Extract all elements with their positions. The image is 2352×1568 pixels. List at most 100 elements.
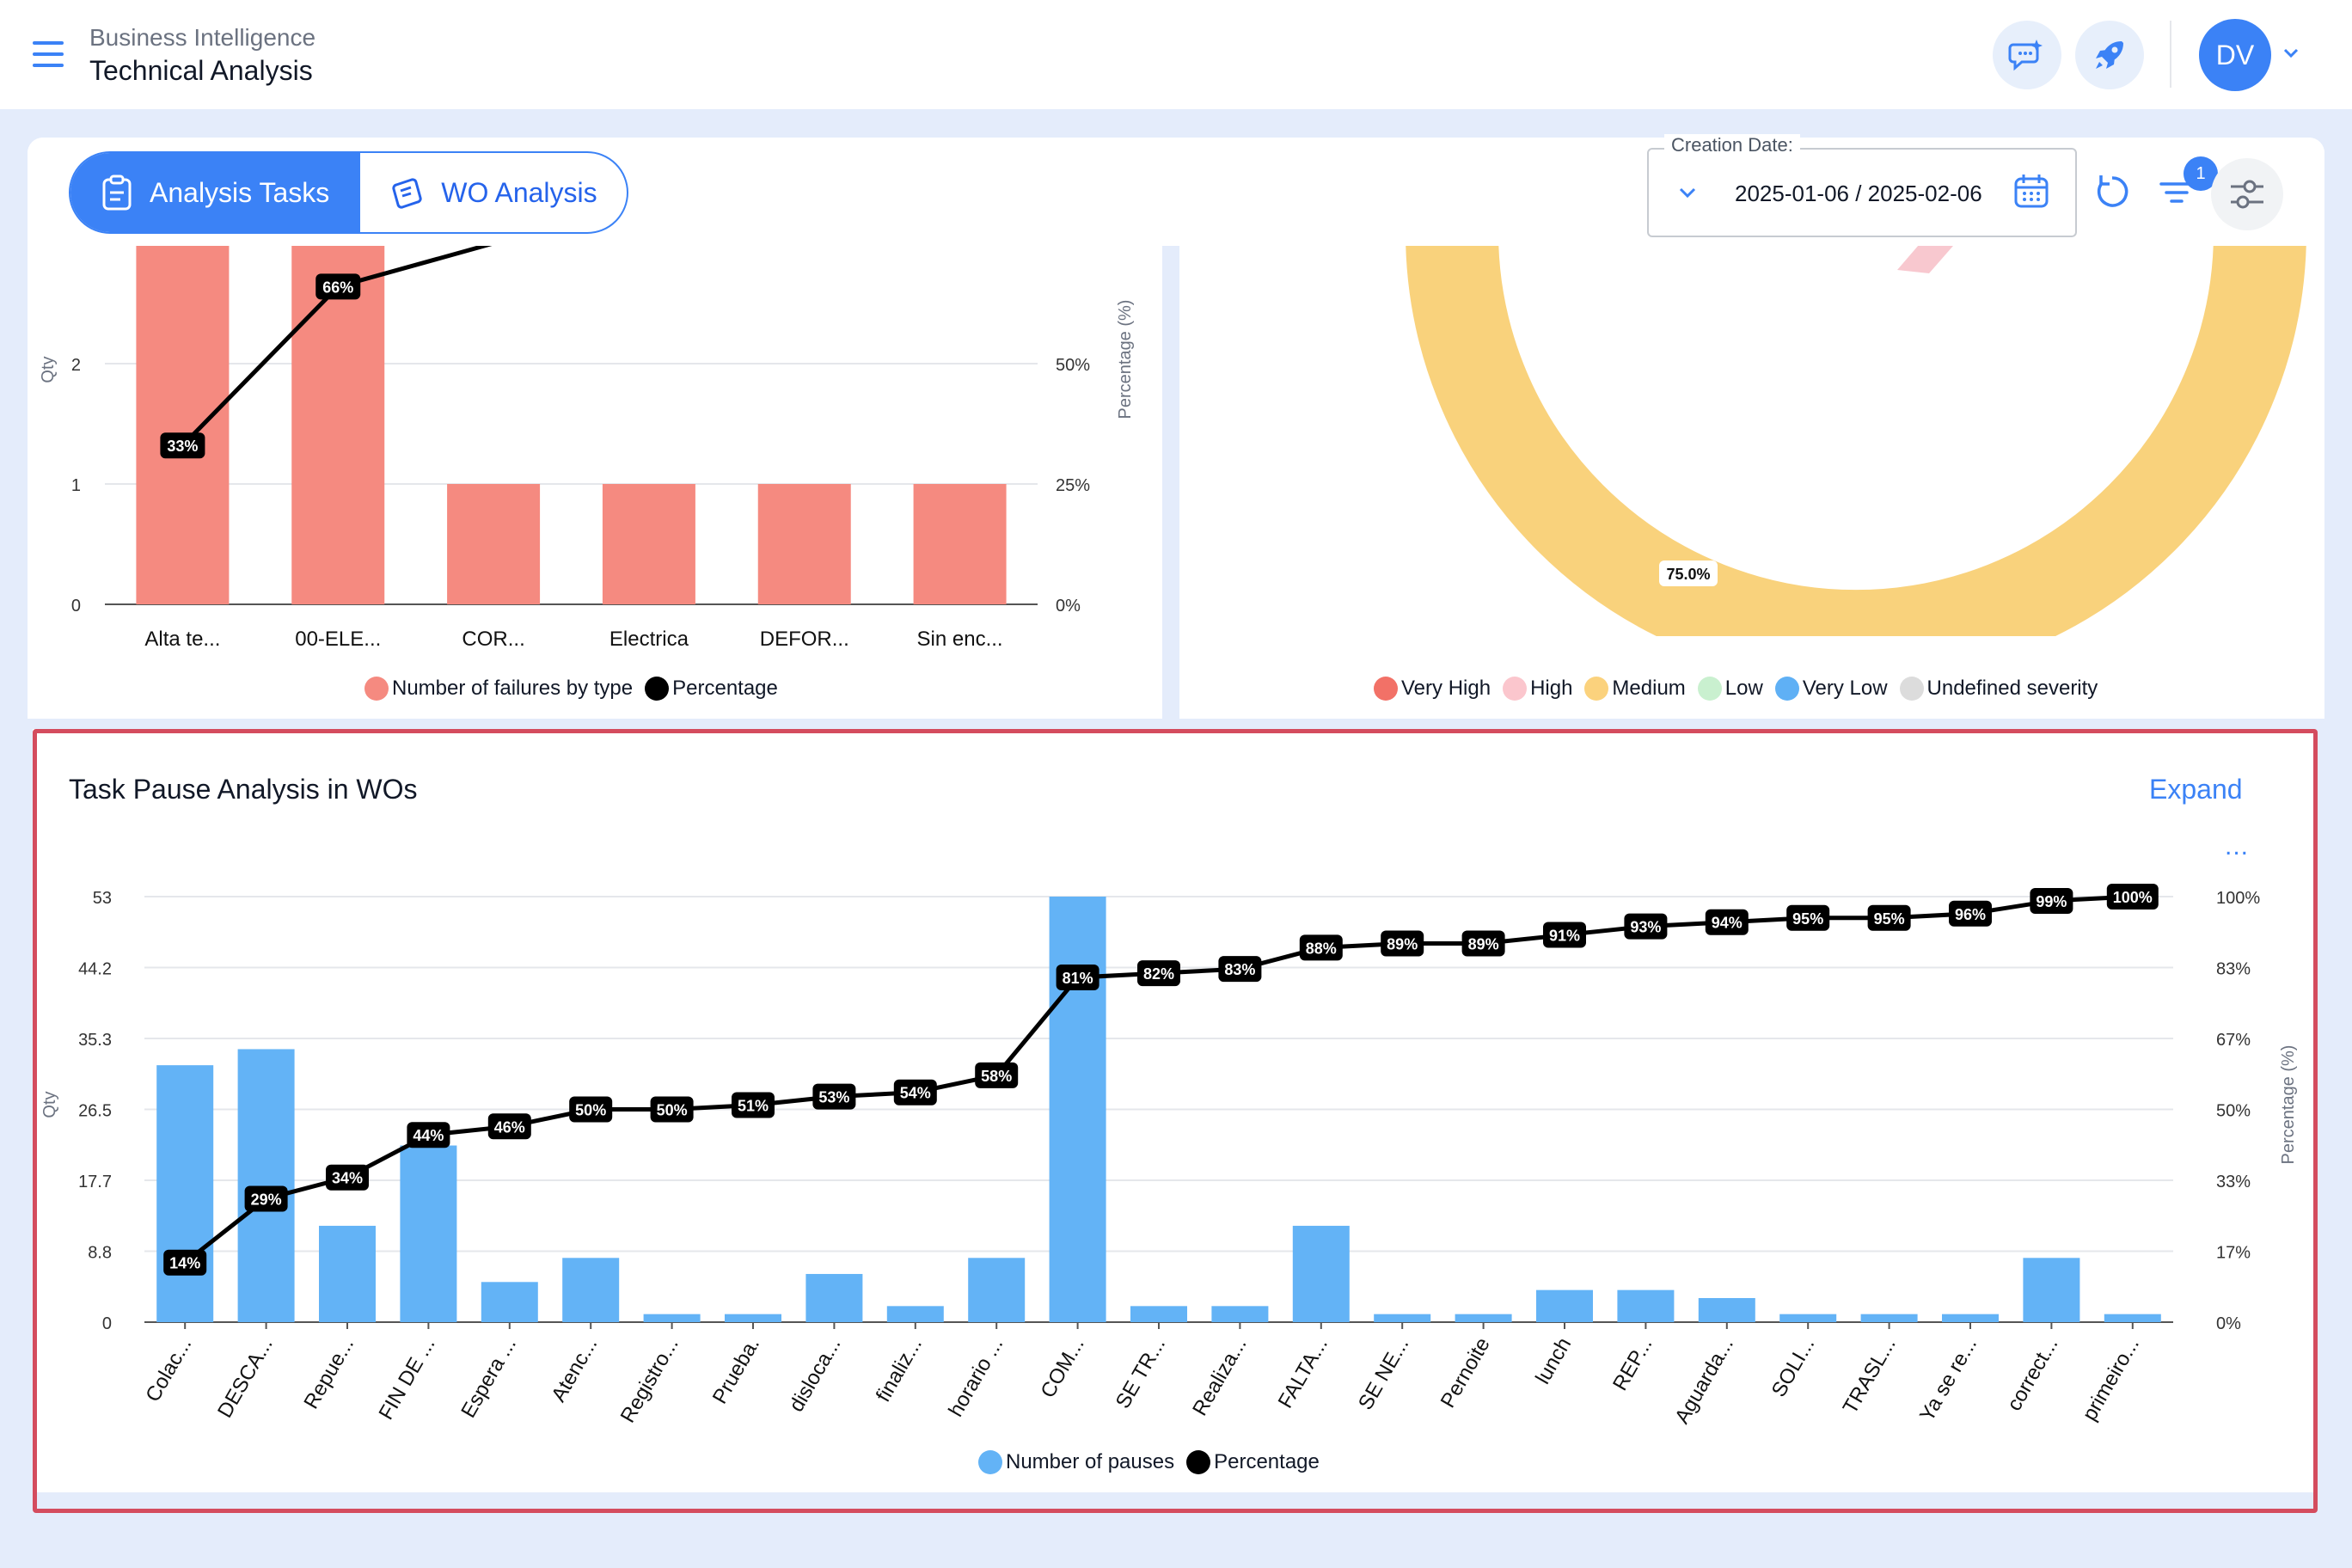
bar <box>1374 1314 1431 1322</box>
settings-button[interactable] <box>2211 158 2283 230</box>
data-label-bg <box>1461 930 1505 957</box>
breadcrumb[interactable]: Business Intelligence <box>89 24 316 51</box>
rocket-button[interactable] <box>2075 21 2144 89</box>
expand-button[interactable]: Expand <box>2149 774 2243 805</box>
page-title: Technical Analysis <box>89 55 313 86</box>
y-tick-label: 17.7 <box>78 1173 112 1191</box>
legend-label: Very High <box>1401 677 1491 700</box>
data-label-bg <box>315 273 361 300</box>
bar <box>291 243 385 604</box>
x-tick-label: Electrica <box>609 628 689 651</box>
data-label-bg <box>1056 965 1099 991</box>
legend-pauses[interactable]: Number of pauses <box>978 1450 1174 1474</box>
donut-slice-medium[interactable] <box>1406 232 2306 636</box>
y-tick-label: 1 <box>71 476 81 495</box>
y2-tick-label: 50% <box>2216 1102 2251 1121</box>
y-tick-label: 2 <box>71 356 81 375</box>
data-label: 50% <box>657 1102 688 1119</box>
legend-percentage[interactable]: Percentage <box>1186 1450 1320 1474</box>
bar <box>1860 1314 1918 1322</box>
legend-swatch <box>1186 1450 1211 1474</box>
data-label-bg <box>407 1122 450 1148</box>
y-tick-label: 26.5 <box>78 1102 112 1121</box>
app-header: Business Intelligence Technical Analysis… <box>0 0 2352 109</box>
bar <box>602 484 695 604</box>
bar <box>1455 1314 1512 1322</box>
legend-swatch <box>1374 677 1398 701</box>
chevron-down-icon[interactable] <box>2282 43 2300 62</box>
legend-very-high[interactable]: Very High <box>1374 677 1491 701</box>
data-label: 89% <box>1468 935 1499 952</box>
y-tick-label: 53 <box>93 889 112 908</box>
x-tick-label: Sin enc... <box>917 628 1003 651</box>
data-label: 46% <box>494 1118 525 1136</box>
bar <box>805 1273 863 1322</box>
avatar[interactable]: DV <box>2199 19 2271 91</box>
data-label-bg <box>2030 887 2073 914</box>
legend-label: Percentage <box>672 677 778 700</box>
legend-swatch <box>1584 677 1609 701</box>
legend-swatch <box>645 677 670 701</box>
bar <box>886 1306 944 1322</box>
bar <box>562 1258 620 1322</box>
legend-very-low[interactable]: Very Low <box>1774 677 1888 701</box>
data-label: 14% <box>169 1255 200 1272</box>
y-axis-label: Qty <box>39 356 58 383</box>
data-label-bg <box>1867 904 1911 931</box>
chat-assistant-button[interactable] <box>1993 21 2061 89</box>
data-label-bg <box>326 1164 369 1191</box>
bar <box>725 1314 781 1322</box>
legend-percentage[interactable]: Percentage <box>645 677 778 701</box>
legend-undefined[interactable]: Undefined severity <box>1899 677 2098 701</box>
data-label: 88% <box>1306 940 1337 957</box>
bar <box>913 484 1007 604</box>
legend-swatch <box>1697 677 1722 701</box>
data-label: 89% <box>1387 935 1418 952</box>
legend-low[interactable]: Low <box>1697 677 1763 701</box>
creation-date-field[interactable] <box>1647 148 2077 237</box>
data-label: 51% <box>738 1098 769 1115</box>
calendar-icon[interactable] <box>2012 172 2051 211</box>
task-pause-panel <box>33 729 2316 1492</box>
refresh-icon[interactable] <box>2092 172 2132 211</box>
bar <box>1779 1314 1837 1322</box>
donut-slice-label: 75.0% <box>1666 566 1710 583</box>
data-label: 58% <box>981 1068 1012 1085</box>
data-label: 95% <box>1874 910 1905 928</box>
data-label-bg <box>1949 900 1992 927</box>
severity-donut-chart: 75.0% <box>1406 232 2306 636</box>
bar <box>643 1314 701 1322</box>
bar <box>319 1225 376 1322</box>
legend-medium[interactable]: Medium <box>1584 677 1686 701</box>
tab-analysis-tasks[interactable]: Analysis Tasks <box>70 153 359 232</box>
data-label-bg <box>1218 956 1262 983</box>
chat-sparkle-icon <box>2008 40 2043 71</box>
legend-label: Percentage <box>1214 1450 1320 1473</box>
x-tick-label: COR... <box>462 628 524 651</box>
legend-label: Medium <box>1612 677 1686 700</box>
bar <box>968 1258 1026 1322</box>
data-label-bg <box>1624 913 1668 940</box>
data-label-bg <box>1786 904 1830 931</box>
data-label: 82% <box>1143 965 1174 983</box>
header-divider <box>2170 21 2171 88</box>
rocket-icon <box>2096 41 2123 69</box>
tab-wo-analysis[interactable]: WO Analysis <box>358 153 626 232</box>
bar <box>2104 1314 2161 1322</box>
y2-tick-label: 83% <box>2216 960 2251 979</box>
menu-icon[interactable] <box>33 41 64 67</box>
y2-axis-label: Percentage (%) <box>2279 1045 2298 1165</box>
chevron-down-icon[interactable] <box>1676 182 1699 203</box>
sliders-icon <box>2231 180 2263 209</box>
data-label-bg <box>732 1092 775 1118</box>
data-label: 53% <box>818 1089 849 1106</box>
data-label-bg <box>1137 960 1180 987</box>
data-label: 96% <box>1955 906 1986 923</box>
data-label-bg <box>1705 909 1749 935</box>
data-label-bg <box>812 1083 856 1110</box>
legend-failures[interactable]: Number of failures by type <box>364 677 633 701</box>
data-label-bg <box>163 1249 207 1276</box>
data-label-bg <box>244 1185 288 1212</box>
donut-slice-high[interactable] <box>1897 239 1953 273</box>
legend-high[interactable]: High <box>1503 677 1572 701</box>
